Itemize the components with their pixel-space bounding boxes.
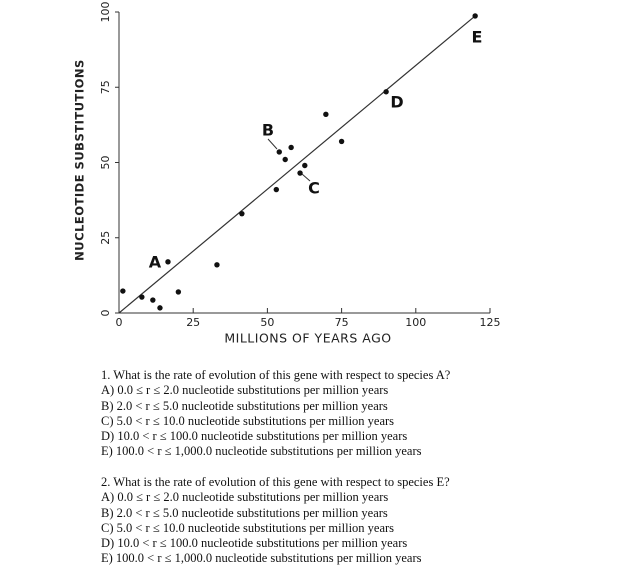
- question: 1. What is the rate of evolution of this…: [101, 368, 450, 460]
- x-tick-label: 125: [480, 316, 501, 329]
- trend-line: [118, 15, 476, 314]
- y-axis-label: NUCLEOTIDE SUBSTITUTIONS: [73, 59, 87, 261]
- answer-option: B) 2.0 < r ≤ 5.0 nucleotide substitution…: [101, 505, 388, 520]
- data-point: [157, 305, 163, 311]
- y-tick-label: 50: [99, 156, 112, 170]
- answer-option: B) 2.0 < r ≤ 5.0 nucleotide substitution…: [101, 398, 388, 413]
- annotation: E: [472, 28, 483, 47]
- y-tick-label: 100: [99, 2, 112, 23]
- data-point: [282, 156, 288, 163]
- data-point: [139, 294, 145, 300]
- data-point: [120, 288, 126, 294]
- data-point: [239, 210, 245, 217]
- data-point: [175, 289, 182, 295]
- annotation: C: [308, 179, 320, 198]
- question-stem: 1. What is the rate of evolution of this…: [101, 368, 451, 382]
- answer-option: C) 5.0 < r ≤ 10.0 nucleotide substitutio…: [101, 413, 395, 428]
- data-point: [302, 162, 308, 169]
- x-tick-label: 75: [335, 316, 349, 329]
- answer-option: D) 10.0 < r ≤ 100.0 nucleotide substitut…: [101, 536, 408, 551]
- data-point: [338, 138, 345, 145]
- answer-option: A) 0.0 ≤ r ≤ 2.0 nucleotide substitution…: [101, 490, 389, 505]
- data-point: [297, 170, 303, 176]
- x-axis-label: MILLIONS OF YEARS AGO: [224, 331, 391, 346]
- data-point: [214, 262, 220, 268]
- leader-line: [301, 173, 311, 182]
- question-stem: 2. What is the rate of evolution of this…: [101, 475, 450, 489]
- y-tick-label: 25: [99, 231, 112, 245]
- data-point: [383, 89, 389, 95]
- x-tick-label: 0: [116, 316, 123, 329]
- y-tick-label: 75: [99, 80, 112, 94]
- data-point: [323, 111, 329, 118]
- annotation: A: [149, 253, 162, 272]
- data-point: [273, 186, 280, 193]
- data-point: [150, 297, 156, 303]
- data-point: [288, 144, 294, 151]
- leader-line: [267, 138, 278, 150]
- answer-option: D) 10.0 < r ≤ 100.0 nucleotide substitut…: [101, 429, 408, 444]
- data-point: [276, 149, 282, 155]
- data-point: [472, 13, 478, 19]
- x-tick-label: 25: [186, 316, 200, 329]
- answer-option: E) 100.0 < r ≤ 1,000.0 nucleotide substi…: [101, 551, 422, 566]
- data-point: [165, 259, 171, 265]
- annotation: B: [262, 121, 274, 140]
- y-tick-label: 0: [99, 310, 112, 317]
- x-tick-label: 50: [260, 316, 274, 329]
- answer-option: C) 5.0 < r ≤ 10.0 nucleotide substitutio…: [101, 520, 395, 535]
- annotation: D: [390, 93, 403, 112]
- answer-option: E) 100.0 < r ≤ 1,000.0 nucleotide substi…: [101, 444, 422, 459]
- question: 2. What is the rate of evolution of this…: [101, 475, 450, 567]
- chart: NUCLEOTIDE SUBSTITUTIONS MILLIONS OF YEA…: [73, 2, 501, 346]
- x-tick-label: 100: [405, 316, 426, 329]
- answer-option: A) 0.0 ≤ r ≤ 2.0 nucleotide substitution…: [101, 383, 389, 398]
